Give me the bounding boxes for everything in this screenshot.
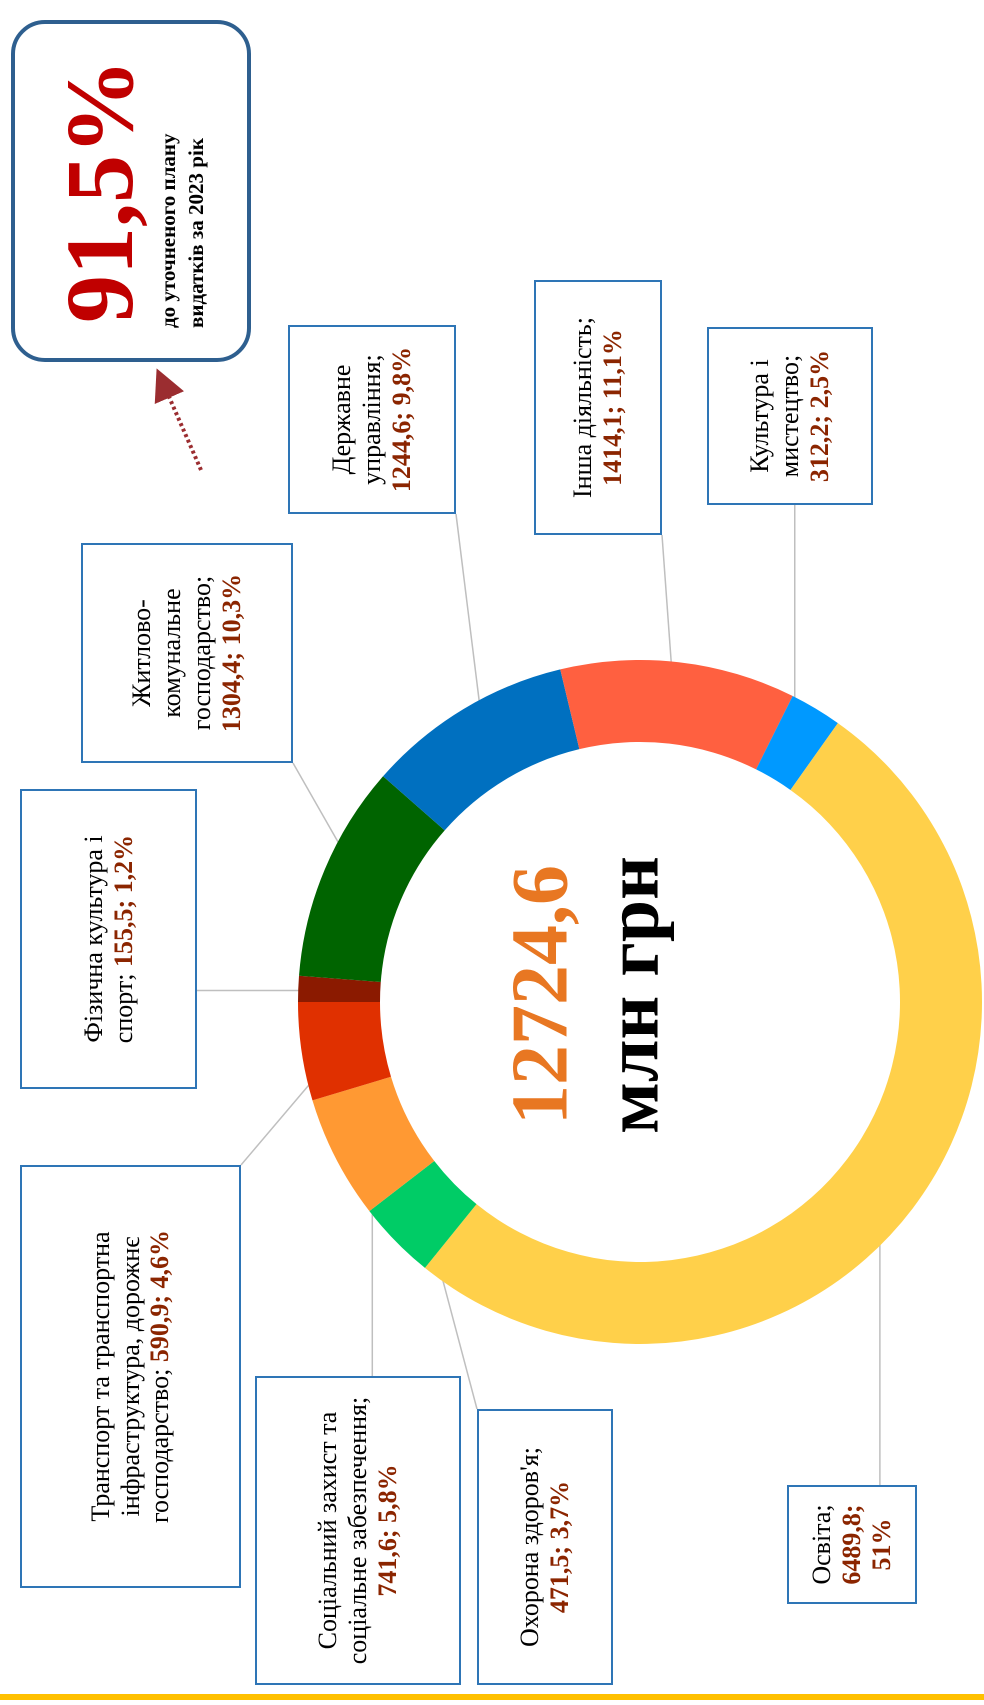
callout-arrow: [154, 368, 203, 471]
segment-label: Охорона здоров'я; 471,5; 3,7%: [477, 1409, 613, 1685]
label-text: Фізична культура і спорт; 155,5; 1,2%: [79, 799, 139, 1079]
donut-segment: [756, 695, 838, 790]
label-box: Житлово-комунальне господарство; 1304,4;…: [81, 543, 293, 763]
callout-box: 91,5% до уточненого плану видатків за 20…: [11, 20, 251, 362]
segment-label: Транспорт та транспортна інфраструктура,…: [20, 1165, 241, 1588]
value-label: 741,6;: [372, 1529, 402, 1597]
category-name: Освіта;: [807, 1504, 837, 1585]
value-label: 1244,6;: [386, 411, 416, 493]
label-text: Культура і мистецтво; 312,2; 2,5%: [745, 337, 835, 495]
percent-label: 2,5%: [804, 349, 834, 409]
category-name: Соціальний захист та соціальне забезпече…: [313, 1396, 373, 1665]
percent-label: 4,6%: [145, 1229, 175, 1289]
donut-segment: [299, 776, 445, 983]
segment-label: Державне управління; 1244,6; 9,8%: [288, 325, 456, 514]
donut-segment: [369, 1160, 477, 1268]
label-box: Охорона здоров'я; 471,5; 3,7%: [477, 1409, 613, 1685]
value-label: 590,9;: [145, 1294, 175, 1363]
value-label: 1304,4;: [216, 651, 246, 733]
value-label: 471,5;: [545, 1545, 574, 1614]
label-text: Соціальний захист та соціальне забезпече…: [313, 1386, 403, 1675]
percent-label: 1,2%: [108, 834, 138, 894]
donut-segment: [424, 723, 982, 1344]
value-label: 312,2;: [804, 414, 834, 483]
label-box: Соціальний захист та соціальне забезпече…: [255, 1376, 461, 1685]
category-name: Державне управління;: [327, 354, 387, 485]
label-text: Інша діяльність; 1414,1; 11,1%: [568, 290, 628, 525]
label-text: Житлово-комунальне господарство; 1304,4;…: [127, 553, 247, 753]
value-label: 1414,1;: [598, 405, 627, 486]
label-box: Транспорт та транспортна інфраструктура,…: [20, 1165, 241, 1588]
category-name: Інша діяльність;: [568, 317, 598, 498]
donut-segment: [383, 669, 580, 831]
donut-segment: [312, 1076, 435, 1212]
category-name: Охорона здоров'я;: [515, 1447, 545, 1647]
label-text: Охорона здоров'я; 471,5; 3,7%: [515, 1419, 575, 1675]
donut-segment: [298, 1002, 391, 1101]
percent-label: 11,1%: [598, 329, 627, 400]
label-box: Культура і мистецтво; 312,2; 2,5%: [707, 327, 873, 505]
total-value: 12724,6: [496, 865, 584, 1125]
percent-label: 3,7%: [545, 1480, 574, 1540]
segment-label: Освіта; 6489,8; 51%: [787, 1485, 917, 1604]
label-box: Державне управління; 1244,6; 9,8%: [288, 325, 456, 514]
callout-value: 91,5%: [45, 59, 153, 323]
label-text: Освіта; 6489,8; 51%: [807, 1495, 897, 1594]
percent-label: 5,8%: [372, 1464, 402, 1523]
segment-label: Житлово-комунальне господарство; 1304,4;…: [81, 543, 293, 763]
label-box: Фізична культура і спорт; 155,5; 1,2%: [20, 789, 197, 1089]
segment-label: Соціальний захист та соціальне забезпече…: [255, 1376, 461, 1685]
donut-segment: [298, 975, 381, 1002]
category-name: Культура і мистецтво;: [745, 354, 805, 478]
rotated-chart: 91,5% до уточненого плану видатків за 20…: [11, 20, 982, 1685]
label-text: Транспорт та транспортна інфраструктура,…: [86, 1175, 176, 1578]
segment-label: Культура і мистецтво; 312,2; 2,5%: [707, 327, 873, 505]
callout: 91,5% до уточненого плану видатків за 20…: [11, 20, 251, 362]
value-label: 6489,8;: [837, 1504, 867, 1585]
label-box: Освіта; 6489,8; 51%: [787, 1485, 917, 1604]
category-name: Житлово-комунальне господарство;: [127, 575, 216, 731]
segment-label: Фізична культура і спорт; 155,5; 1,2%: [20, 789, 197, 1089]
percent-label: 10,3%: [216, 573, 246, 646]
donut-segment: [560, 660, 793, 770]
label-text: Державне управління; 1244,6; 9,8%: [327, 335, 417, 504]
total-unit: млн грн: [590, 856, 674, 1134]
value-label: 155,5;: [108, 899, 138, 967]
segment-label: Інша діяльність; 1414,1; 11,1%: [534, 280, 662, 535]
label-box: Інша діяльність; 1414,1; 11,1%: [534, 280, 662, 535]
percent-label: 51%: [866, 1518, 896, 1571]
callout-text: до уточненого плану видатків за 2023 рік: [155, 133, 208, 328]
percent-label: 9,8%: [386, 346, 416, 406]
